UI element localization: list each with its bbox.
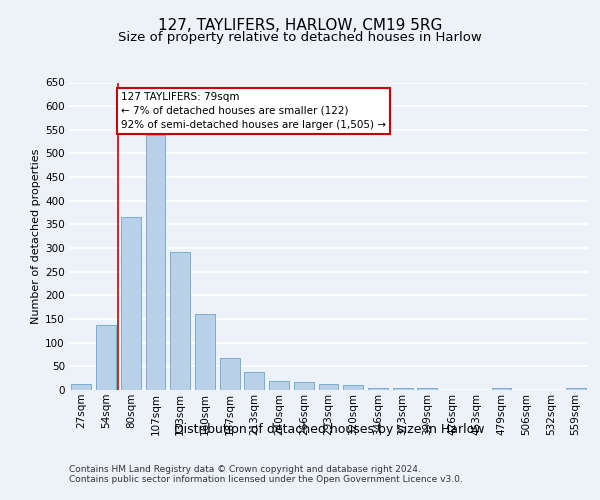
Text: 127 TAYLIFERS: 79sqm
← 7% of detached houses are smaller (122)
92% of semi-detac: 127 TAYLIFERS: 79sqm ← 7% of detached ho… [121,92,386,130]
Bar [244,372,264,390]
Bar [343,386,363,390]
Bar [195,314,215,390]
Bar [170,252,190,390]
Bar [491,388,511,390]
Bar [269,382,289,390]
Text: 127, TAYLIFERS, HARLOW, CM19 5RG: 127, TAYLIFERS, HARLOW, CM19 5RG [158,18,442,32]
Bar [393,388,413,390]
Bar [418,388,437,390]
Bar [294,382,314,390]
Bar [319,384,338,390]
Text: Size of property relative to detached houses in Harlow: Size of property relative to detached ho… [118,31,482,44]
Bar [96,325,116,390]
Text: Contains HM Land Registry data © Crown copyright and database right 2024.
Contai: Contains HM Land Registry data © Crown c… [69,465,463,484]
Text: Distribution of detached houses by size in Harlow: Distribution of detached houses by size … [173,422,484,436]
Bar [121,218,140,390]
Y-axis label: Number of detached properties: Number of detached properties [31,148,41,324]
Bar [146,136,166,390]
Bar [368,388,388,390]
Bar [566,388,586,390]
Bar [71,384,91,390]
Bar [220,358,239,390]
